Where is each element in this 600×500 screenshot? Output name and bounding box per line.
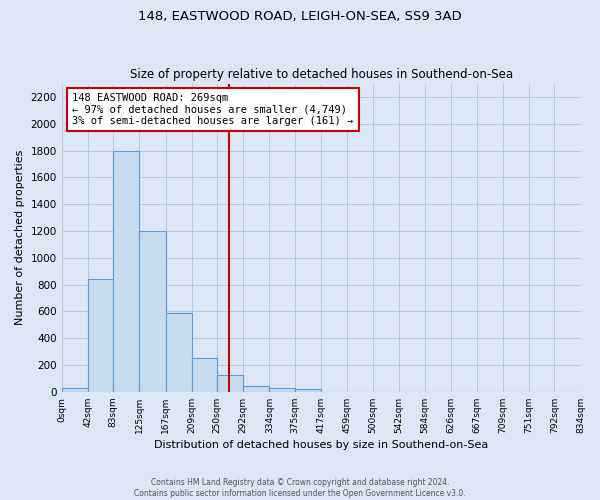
Bar [269,388,295,392]
Bar [244,386,269,392]
Bar [88,279,113,392]
Bar [139,231,166,392]
Bar [62,388,88,392]
Bar [166,312,191,392]
Bar [217,375,244,392]
Text: 148, EASTWOOD ROAD, LEIGH-ON-SEA, SS9 3AD: 148, EASTWOOD ROAD, LEIGH-ON-SEA, SS9 3A… [138,10,462,23]
Bar [191,358,217,392]
Text: 148 EASTWOOD ROAD: 269sqm
← 97% of detached houses are smaller (4,749)
3% of sem: 148 EASTWOOD ROAD: 269sqm ← 97% of detac… [72,93,353,126]
Text: Contains HM Land Registry data © Crown copyright and database right 2024.
Contai: Contains HM Land Registry data © Crown c… [134,478,466,498]
Bar [113,150,139,392]
X-axis label: Distribution of detached houses by size in Southend-on-Sea: Distribution of detached houses by size … [154,440,488,450]
Title: Size of property relative to detached houses in Southend-on-Sea: Size of property relative to detached ho… [130,68,512,81]
Bar [295,389,321,392]
Y-axis label: Number of detached properties: Number of detached properties [15,150,25,326]
